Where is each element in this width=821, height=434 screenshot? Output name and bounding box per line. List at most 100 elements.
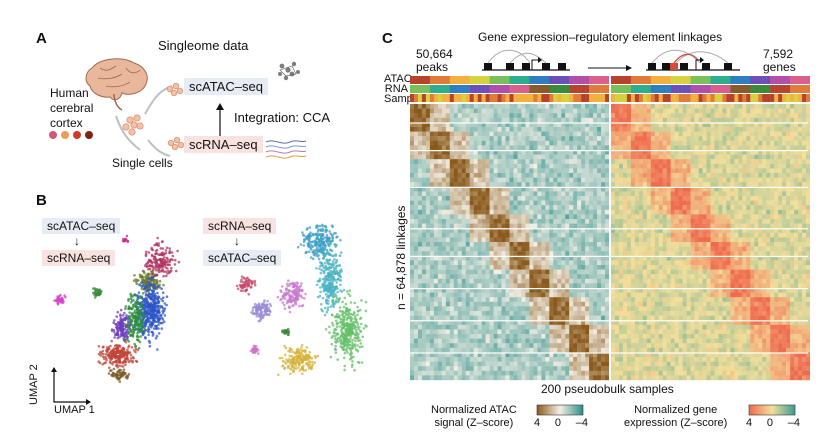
atac-heatmap-cell (429, 145, 435, 151)
rna-heatmap-cell (694, 108, 699, 114)
umap-cell-point (157, 332, 161, 335)
umap-cell-point (329, 248, 332, 251)
rna-heatmap-cell (658, 113, 663, 118)
umap-cell-point (116, 331, 119, 334)
rna-heatmap-cell (642, 122, 648, 128)
atac-heatmap-cell (501, 154, 506, 160)
atac-heatmap-cell (553, 145, 558, 151)
atac-heatmap-cell (537, 177, 542, 183)
rna-heatmap-cell (638, 186, 644, 192)
rna-heatmap-cell (678, 173, 683, 178)
rna-heatmap-cell (754, 177, 759, 183)
umap-cell-point (316, 295, 320, 299)
umap-cell-point (164, 261, 168, 264)
rna-heatmap-cell (714, 177, 719, 183)
atac-heatmap-cell (465, 131, 470, 137)
rna-heatmap-cell (722, 154, 727, 160)
atac-heatmap-cell (481, 136, 486, 141)
atac-heatmap-cell (429, 127, 435, 132)
rna-heatmap-cell (642, 177, 648, 183)
rna-heatmap-cell (634, 140, 640, 146)
atac-heatmap-cell (425, 131, 431, 137)
atac-heatmap-cell (497, 113, 502, 118)
atac-heatmap-cell (589, 145, 594, 151)
rna-heatmap-cell (658, 127, 663, 132)
rna-heatmap-cell (774, 150, 779, 155)
umap-cell-point (161, 247, 165, 250)
atac-heatmap-cell (565, 145, 570, 151)
umap-cell-point (345, 347, 348, 351)
umap-cell-point (152, 327, 156, 330)
umap-cell-point (283, 360, 287, 364)
atac-heatmap-cell (573, 186, 578, 192)
umap-cell-point (177, 260, 181, 264)
atac-heatmap-cell (513, 168, 518, 174)
umap-cell-point (176, 249, 179, 253)
rna-heatmap-cell (802, 136, 807, 141)
umap-cell-point (358, 339, 362, 342)
umap-cell-point (341, 348, 345, 351)
umap-cell-point (356, 325, 359, 329)
rna-heatmap-cell (774, 127, 779, 132)
rna-heatmap-cell (742, 182, 747, 187)
panel-a-title: Singleome data (158, 38, 249, 53)
umap-cell-point (360, 322, 363, 326)
rna-heatmap-cell (746, 127, 751, 132)
umap-cell-point (144, 336, 147, 339)
umap-cell-point (257, 352, 260, 355)
atac-heatmap-cell (501, 177, 506, 183)
atac-heatmap-cell (469, 186, 474, 192)
umap-cell-point (325, 236, 329, 239)
umap-cell-point (337, 271, 340, 275)
atac-heatmap-cell (437, 136, 443, 141)
atac-heatmap-cell (441, 168, 447, 174)
umap-cell-point (348, 358, 352, 361)
atac-heatmap-cell (413, 191, 419, 197)
rna-heatmap-cell (742, 122, 747, 128)
atac-heatmap-cell (605, 150, 610, 155)
umap-cell-point (331, 313, 334, 317)
sample-annotation-cell (730, 94, 735, 102)
atac-heatmap-cell (529, 108, 534, 114)
umap-cell-point (336, 277, 340, 281)
sample-annotation-cell (561, 94, 566, 102)
genes-label: 7,592 genes (763, 47, 796, 74)
rna-heatmap-cell (738, 127, 743, 132)
umap-cell-point (256, 309, 259, 313)
atac-heatmap-cell (501, 131, 506, 137)
atac-annotation-cell (714, 76, 719, 84)
rna-heatmap-cell (638, 113, 644, 118)
atac-heatmap-cell (485, 150, 490, 155)
atac-heatmap-cell (410, 182, 415, 187)
umap-cell-point (147, 302, 151, 306)
umap-cell-point (356, 321, 359, 324)
umap-cell-point (159, 247, 163, 250)
atac-heatmap-cell (585, 177, 590, 183)
atac-heatmap-cell (565, 131, 570, 137)
rna-heatmap-cell (726, 163, 731, 169)
rna-heatmap-cell (766, 159, 771, 164)
rna-heatmap-cell (666, 122, 671, 128)
atac-heatmap-cell (501, 159, 506, 164)
atac-heatmap-cell (521, 117, 526, 123)
atac-heatmap-cell (525, 150, 530, 155)
atac-annotation-cell (638, 76, 644, 84)
atac-heatmap-cell (549, 186, 554, 192)
rna-annotation-cell (445, 85, 450, 93)
rna-heatmap-cell (622, 150, 628, 155)
atac-heatmap-cell (553, 154, 558, 160)
umap-cell-point (319, 264, 322, 268)
rna-heatmap-cell (730, 168, 735, 174)
sample-annotation-cell (698, 94, 703, 102)
umap-cell-point (158, 304, 162, 308)
rna-heatmap-cell (758, 113, 763, 118)
umap-cell-point (331, 283, 334, 286)
atac-heatmap-cell (465, 117, 470, 123)
atac-heatmap-cell (493, 150, 498, 155)
atac-heatmap-cell (601, 177, 606, 183)
umap-cell-point (242, 276, 246, 280)
rna-heatmap-cell (738, 150, 743, 155)
atac-heatmap-cell (449, 163, 454, 169)
umap-cell-point (118, 380, 122, 383)
rna-heatmap-cell (754, 113, 759, 118)
